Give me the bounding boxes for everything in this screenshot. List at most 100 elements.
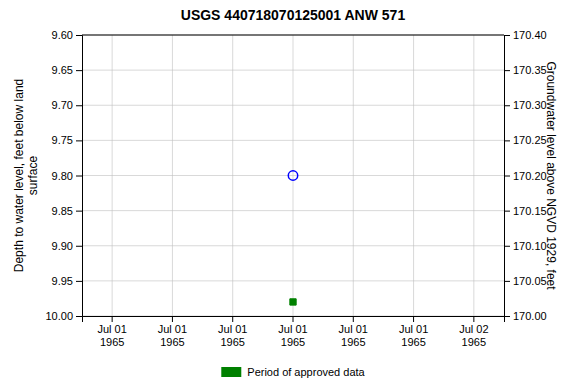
tick-label: 9.60: [52, 29, 73, 41]
legend: Period of approved data: [221, 366, 365, 378]
tick-label-line: Jul 01: [278, 323, 307, 335]
series: [290, 299, 296, 305]
tick: 170.35: [504, 64, 547, 76]
tick: 170.30: [504, 99, 547, 111]
tick: 170.10: [504, 240, 547, 252]
tick-label: Jul 011965: [218, 323, 247, 348]
tick-mark: [76, 35, 82, 36]
legend-item: Period of approved data: [221, 366, 365, 378]
tick: 170.40: [504, 29, 547, 41]
tick-label: Jul 011965: [158, 323, 187, 348]
tick-label-line: Jul 01: [218, 323, 247, 335]
tick-mark: [293, 316, 294, 322]
frame-line: [82, 35, 504, 36]
tick-label-line: Jul 01: [339, 323, 368, 335]
tick: 9.70: [52, 99, 82, 111]
tick-label: 9.65: [52, 64, 73, 76]
point: [290, 299, 296, 305]
tick-label-line: Jul 01: [399, 323, 428, 335]
axis-title-line: Depth to water level, feet below land: [12, 79, 26, 272]
tick-mark: [76, 246, 82, 247]
tick: 9.95: [52, 275, 82, 287]
axis-title-line: Groundwater level above NGVD 1929, feet: [544, 61, 558, 290]
axis-title-line: surface: [26, 156, 40, 196]
tick-label-line: 1965: [160, 336, 184, 348]
tick: 9.60: [52, 29, 82, 41]
tick-label: 9.70: [52, 99, 73, 111]
tick-mark: [76, 140, 82, 141]
tick-label-line: 1965: [220, 336, 244, 348]
grid-line: [353, 35, 354, 316]
legend-label: Period of approved data: [247, 366, 365, 378]
grid-line: [112, 35, 113, 316]
axis-line: [505, 36, 511, 317]
tick: Jul 011965: [97, 316, 126, 348]
grid-line: [82, 35, 504, 36]
tick-label: 170.10: [513, 240, 547, 252]
plot: Jul 011965Jul 011965Jul 011965Jul 011965…: [12, 29, 559, 348]
tick-mark: [76, 211, 82, 212]
tick: 9.90: [52, 240, 82, 252]
tick-label-line: 1965: [100, 336, 124, 348]
tick-mark: [504, 105, 510, 106]
tick-mark: [504, 316, 510, 317]
tick-mark: [504, 281, 510, 282]
tick-mark: [473, 316, 474, 322]
title: USGS 440718070125001 ANW 571: [181, 7, 406, 23]
tick: Jul 011965: [399, 316, 428, 348]
tick-label: Jul 011965: [97, 323, 126, 348]
tick-label-line: Jul 01: [97, 323, 126, 335]
tick-mark: [76, 316, 82, 317]
tick-label-line: Jul 01: [158, 323, 187, 335]
tick-label: Jul 021965: [459, 323, 488, 348]
tick: Jul 011965: [339, 316, 368, 348]
grid-line: [293, 35, 294, 316]
tick-label-line: 1965: [281, 336, 305, 348]
tick-label: Jul 011965: [399, 323, 428, 348]
tick-mark: [504, 35, 510, 36]
tick-label: Jul 011965: [278, 323, 307, 348]
tick: 9.80: [52, 170, 82, 182]
x-axis: Jul 011965Jul 011965Jul 011965Jul 011965…: [83, 316, 505, 348]
tick-label: 170.30: [513, 99, 547, 111]
tick-label: 9.95: [52, 275, 73, 287]
tick: 10.00: [45, 310, 82, 322]
tick: Jul 011965: [278, 316, 307, 348]
y2-axis-title: Groundwater level above NGVD 1929, feet: [544, 61, 558, 290]
tick-label: 170.00: [513, 310, 547, 322]
tick-label: 9.90: [52, 240, 73, 252]
axis-line: [83, 317, 505, 323]
tick-label-line: 1965: [341, 336, 365, 348]
tick-label: 9.80: [52, 170, 73, 182]
tick-mark: [76, 176, 82, 177]
tick: 9.85: [52, 205, 82, 217]
tick-label: 170.25: [513, 134, 547, 146]
tick-label-line: 1965: [401, 336, 425, 348]
tick: 170.25: [504, 134, 547, 146]
tick-label: 170.40: [513, 29, 547, 41]
grid-line: [413, 35, 414, 316]
axis-line: [76, 36, 83, 317]
tick-label: 170.15: [513, 205, 547, 217]
y2-axis: 170.00 170.05 170.10 170.15 170.20 170.25 170.…: [504, 29, 547, 322]
tick-mark: [504, 176, 510, 177]
grid-line: [473, 35, 474, 316]
marks: [288, 171, 297, 305]
tick: 9.75: [52, 134, 82, 146]
tick: Jul 021965: [459, 316, 488, 348]
legend-swatch: [221, 367, 241, 377]
tick: 170.20: [504, 170, 547, 182]
tick-label: 170.35: [513, 64, 547, 76]
tick-mark: [232, 316, 233, 322]
tick-mark: [504, 246, 510, 247]
tick: 170.00: [504, 310, 547, 322]
grid: [82, 35, 504, 316]
tick: Jul 011965: [158, 316, 187, 348]
y-axis: 9.60 9.65 9.70 9.75 9.80 9.85 9.90 9.95 10.00: [45, 29, 82, 322]
grid-line: [232, 35, 233, 316]
point: [288, 171, 297, 180]
tick-label: 170.05: [513, 275, 547, 287]
tick-label-line: Jul 02: [459, 323, 488, 335]
tick-mark: [413, 316, 414, 322]
tick-mark: [504, 211, 510, 212]
